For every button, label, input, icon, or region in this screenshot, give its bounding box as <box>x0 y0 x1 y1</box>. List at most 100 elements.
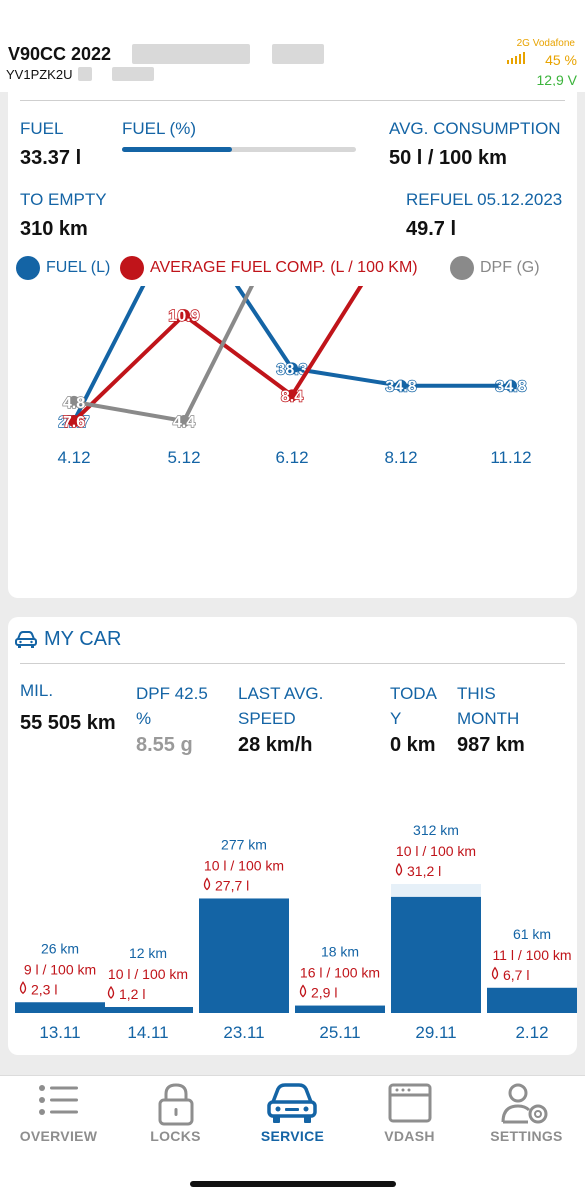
blurred-text <box>272 44 324 64</box>
trip-consumption-label: 11 l / 100 km <box>492 947 571 963</box>
my-car-title: MY CAR <box>44 628 122 650</box>
data-label: 34.8 <box>495 379 526 396</box>
battery-level: 45 % <box>545 52 577 68</box>
trip-date-label: 13.11 <box>39 1023 80 1042</box>
last-speed-value: 28 km/h <box>238 734 313 756</box>
legend-fuel-label: FUEL (L) <box>46 259 111 277</box>
trip-fuel-label: 2,9 l <box>311 985 337 1001</box>
trip-fuel-label: 6,7 l <box>503 967 529 983</box>
today-value: 0 km <box>390 734 436 756</box>
car-icon <box>267 1083 317 1123</box>
blurred-text <box>132 44 250 64</box>
my-car-card: MY CAR MIL. 55 505 km DPF 42.5 % 8.55 g … <box>8 617 577 1055</box>
month-value: 987 km <box>457 734 525 756</box>
legend-fuel[interactable]: FUEL (L) <box>16 256 110 280</box>
trip-date-label: 29.11 <box>415 1023 456 1042</box>
divider <box>20 100 565 101</box>
to-empty-value: 310 km <box>20 218 88 240</box>
network-label: 2G Vodafone <box>516 38 575 49</box>
to-empty-label: TO EMPTY <box>20 190 107 209</box>
avg-consumption-value: 50 l / 100 km <box>389 147 507 169</box>
trip-bar[interactable] <box>295 1005 385 1013</box>
list-icon <box>39 1085 78 1115</box>
trip-bar[interactable] <box>487 987 577 1013</box>
data-point <box>505 379 517 392</box>
fuel-value: 33.37 l <box>20 147 82 169</box>
trip-fuel-label: 31,2 l <box>407 863 441 879</box>
data-point <box>286 362 298 375</box>
legend-dpf[interactable]: DPF (G) <box>450 256 540 280</box>
data-point <box>68 415 80 427</box>
user-settings-icon <box>501 1083 548 1124</box>
trip-bar[interactable] <box>199 898 289 1013</box>
data-label: 34.8 <box>385 379 416 396</box>
data-label: 10.9 <box>168 308 199 325</box>
tab-vdash[interactable]: VDASH <box>351 1080 468 1150</box>
data-label: 8.4 <box>281 388 303 405</box>
last-speed-label: LAST AVG. SPEED <box>238 684 324 728</box>
home-indicator[interactable] <box>190 1181 396 1187</box>
voltage: 12,9 V <box>536 72 577 88</box>
fuel-percent-label: FUEL (%) <box>122 119 196 138</box>
tab-settings[interactable]: SETTINGS <box>468 1080 585 1150</box>
blurred-text <box>78 67 92 81</box>
trip-km-label: 61 km <box>513 926 551 942</box>
tab-service-label: SERVICE <box>260 1128 325 1144</box>
x-tick-label: 8.12 <box>384 448 417 467</box>
dashboard-window-icon <box>388 1083 432 1123</box>
vin: YV1PZK2U <box>6 67 73 82</box>
tab-service[interactable]: SERVICE <box>234 1080 351 1150</box>
data-point <box>286 389 298 402</box>
refuel-value: 49.7 l <box>406 218 457 240</box>
mileage-label: MIL. <box>20 681 54 700</box>
mileage-value: 55 505 km <box>20 712 116 734</box>
series-line <box>73 286 255 424</box>
month-label: THIS MONTH <box>457 684 520 728</box>
tab-overview-label: OVERVIEW <box>19 1128 98 1144</box>
trip-fuel-label: 27,7 l <box>215 877 249 893</box>
fuel-drop-icon <box>491 966 499 980</box>
data-label: 7.6 <box>63 414 85 431</box>
legend-dot-icon <box>450 256 474 280</box>
data-point <box>178 415 190 427</box>
trip-bar[interactable] <box>103 1007 193 1013</box>
tab-overview[interactable]: OVERVIEW <box>0 1080 117 1150</box>
trip-km-label: 312 km <box>413 822 459 838</box>
car-title: V90CC 2022 <box>8 44 112 64</box>
car-icon <box>15 631 37 648</box>
tab-locks[interactable]: LOCKS <box>117 1080 234 1150</box>
trip-date-label: 14.11 <box>127 1023 168 1042</box>
fuel-percent-fill <box>122 147 232 152</box>
trip-fuel-label: 2,3 l <box>31 981 57 997</box>
legend-avg-label: AVERAGE FUEL COMP. (L / 100 KM) <box>150 259 418 277</box>
legend-dot-icon <box>16 256 40 280</box>
dpf-value: 8.55 g <box>136 734 193 756</box>
trip-km-label: 18 km <box>321 944 359 960</box>
fuel-drop-icon <box>203 877 211 891</box>
lock-icon <box>158 1083 194 1126</box>
trip-date-label: 2.12 <box>515 1023 548 1042</box>
fuel-percent-bar <box>122 147 356 152</box>
trip-consumption-label: 9 l / 100 km <box>24 961 96 977</box>
data-point <box>395 379 407 392</box>
refuel-label: REFUEL 05.12.2023 <box>406 190 563 209</box>
avg-consumption-label: AVG. CONSUMPTION <box>389 119 561 138</box>
data-label: 38.3 <box>276 361 307 378</box>
trip-bar[interactable] <box>15 1002 105 1013</box>
data-label: 4.8 <box>63 395 85 412</box>
top-bar: V90CC 2022 YV1PZK2U 2G Vodafone 45 % 12,… <box>0 0 585 92</box>
trip-bar[interactable] <box>391 884 481 1013</box>
legend-dot-icon <box>120 256 144 280</box>
trips-bar-chart: 26 km 9 l / 100 km 2,3 l 13.11 12 km 10 l / 1… <box>15 822 577 1042</box>
trip-consumption-label: 10 l / 100 km <box>108 966 188 982</box>
trip-fuel-label: 1,2 l <box>119 986 145 1002</box>
trip-km-label: 12 km <box>129 945 167 961</box>
x-tick-label: 5.12 <box>167 448 200 467</box>
fuel-drop-icon <box>107 985 115 999</box>
trip-consumption-label: 10 l / 100 km <box>204 857 284 873</box>
legend-avg[interactable]: AVERAGE FUEL COMP. (L / 100 KM) <box>120 256 418 280</box>
dpf-label: DPF 42.5 % <box>136 684 208 728</box>
trip-consumption-label: 16 l / 100 km <box>300 965 380 981</box>
legend-dpf-label: DPF (G) <box>480 259 540 277</box>
tab-vdash-label: VDASH <box>384 1128 435 1144</box>
